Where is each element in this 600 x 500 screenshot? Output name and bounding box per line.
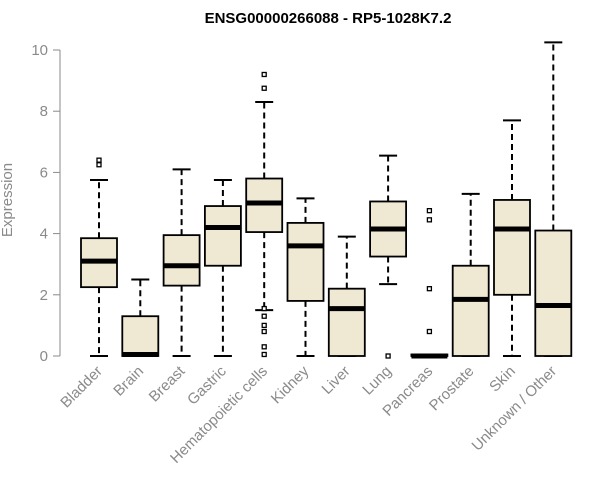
box-hematopoietic-cells <box>245 71 284 358</box>
iqr-box <box>203 205 242 267</box>
box-kidney <box>286 197 325 357</box>
outlier-point <box>261 351 267 358</box>
y-tick-label: 10 <box>31 42 48 59</box>
outlier-point <box>261 322 267 329</box>
iqr-box <box>286 221 325 302</box>
box-lung <box>369 154 408 359</box>
y-tick-label: 4 <box>40 226 48 243</box>
x-tick-label: Kidney <box>268 362 313 407</box>
x-tick-label: Prostate <box>426 363 478 415</box>
box-pancreas <box>410 207 449 359</box>
y-tick-label: 2 <box>40 287 48 304</box>
outlier-point <box>385 353 391 359</box>
outlier-point <box>261 305 267 312</box>
iqr-box <box>534 229 573 357</box>
iqr-box <box>451 264 490 357</box>
y-tick-label: 8 <box>40 103 48 120</box>
box-bladder <box>80 157 118 357</box>
outlier-point <box>426 286 433 292</box>
x-tick-label: Breast <box>146 362 189 405</box>
iqr-box <box>493 199 531 296</box>
box-brain <box>121 278 160 357</box>
outlier-point <box>261 344 267 350</box>
x-tick-label: Bladder <box>57 363 106 412</box>
box-liver <box>327 235 366 357</box>
boxes-group <box>80 41 573 359</box>
outlier-point <box>426 328 433 335</box>
iqr-box <box>121 315 160 357</box>
outlier-point <box>96 162 102 168</box>
chart-title: ENSG00000266088 - RP5-1028K7.2 <box>205 10 452 27</box>
y-axis-label: Expression <box>0 163 16 237</box>
x-tick-label: Lung <box>359 363 395 399</box>
y-tick-label: 0 <box>40 348 48 365</box>
x-tick-label: Liver <box>319 363 354 398</box>
outlier-point <box>96 157 102 163</box>
iqr-box <box>162 234 201 287</box>
x-tick-label: Skin <box>486 363 519 396</box>
y-axis: 0 2 4 6 8 10 <box>31 42 61 365</box>
outlier-point <box>261 328 267 335</box>
outlier-point <box>426 217 433 223</box>
box-skin <box>493 119 531 357</box>
outlier-point <box>261 71 267 78</box>
box-breast <box>162 168 201 357</box>
outlier-point <box>261 313 267 319</box>
box-prostate <box>451 192 490 357</box>
x-tick-label: Brain <box>110 363 147 400</box>
box-unknown-other <box>534 41 573 357</box>
y-tick-label: 6 <box>40 164 48 181</box>
outlier-point <box>261 85 267 91</box>
iqr-box <box>327 287 366 357</box>
box-gastric <box>203 179 242 357</box>
outlier-point <box>426 207 433 214</box>
